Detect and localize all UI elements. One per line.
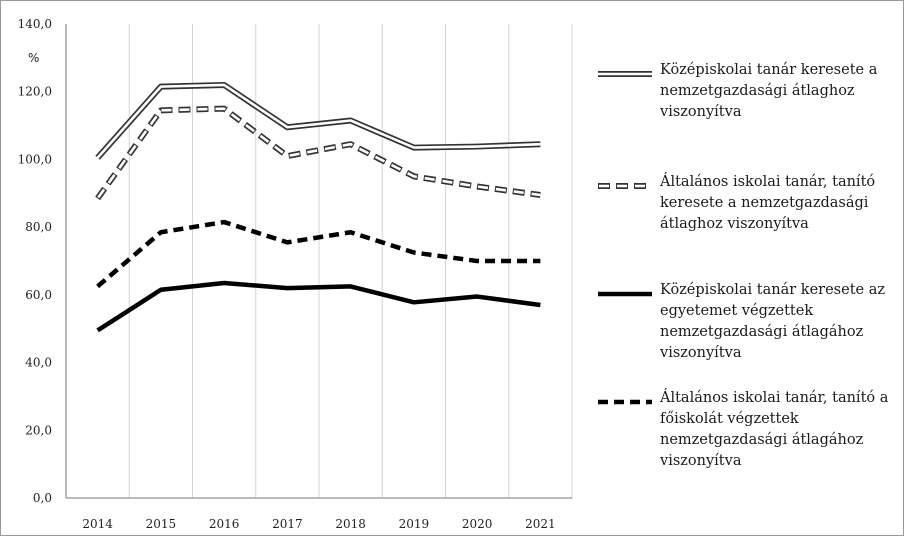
y-tick-label: 0,0 [33,491,52,505]
legend-label: Középiskolai tanár keresete az egyetemet… [660,282,885,361]
x-tick-label: 2014 [82,517,113,531]
x-tick-label: 2015 [146,517,177,531]
series-lines [95,81,541,333]
y-tick-label: 120,0 [18,85,52,99]
grid-lines [128,24,573,498]
y-tick-label: 60,0 [25,288,52,302]
x-tick-labels: 2014 2015 2016 2017 2018 2019 2020 2021 [82,517,555,531]
y-tick-label: 40,0 [25,356,52,370]
y-tick-labels: 0,0 20,0 40,0 60,0 80,0 100,0 120,0 140,0 [18,17,52,505]
series-line [96,280,541,333]
legend-swatch-hollow-dashed [598,183,652,189]
series-line [95,105,541,201]
legend-label: Általános iskolai tanár, tanító keresete… [660,174,876,232]
y-axis-unit-label: % [28,51,39,65]
y-tick-label: 80,0 [25,220,52,234]
legend-label: Általános iskolai tanár, tanító a főisko… [660,390,889,469]
y-tick-label: 100,0 [18,152,52,166]
x-tick-label: 2017 [272,517,303,531]
legend-swatch-double-line [598,71,652,77]
y-tick-label: 20,0 [25,423,52,437]
series-line-path [96,219,541,289]
x-tick-label: 2018 [335,517,366,531]
series-line [95,81,541,160]
series-line-inner [96,83,541,159]
x-tick-label: 2021 [525,517,556,531]
x-tick-label: 2019 [399,517,430,531]
x-tick-label: 2020 [462,517,493,531]
legend-label: Középiskolai tanár keresete a nemzetgazd… [660,62,878,120]
axes [65,24,572,499]
series-line [96,219,541,289]
series-line-path [96,280,541,333]
y-tick-label: 140,0 [18,17,52,31]
x-tick-label: 2016 [209,517,240,531]
legend-swatch-solid [598,291,652,297]
legend-swatch-dashed [598,399,652,405]
series-line-inner [96,107,541,200]
